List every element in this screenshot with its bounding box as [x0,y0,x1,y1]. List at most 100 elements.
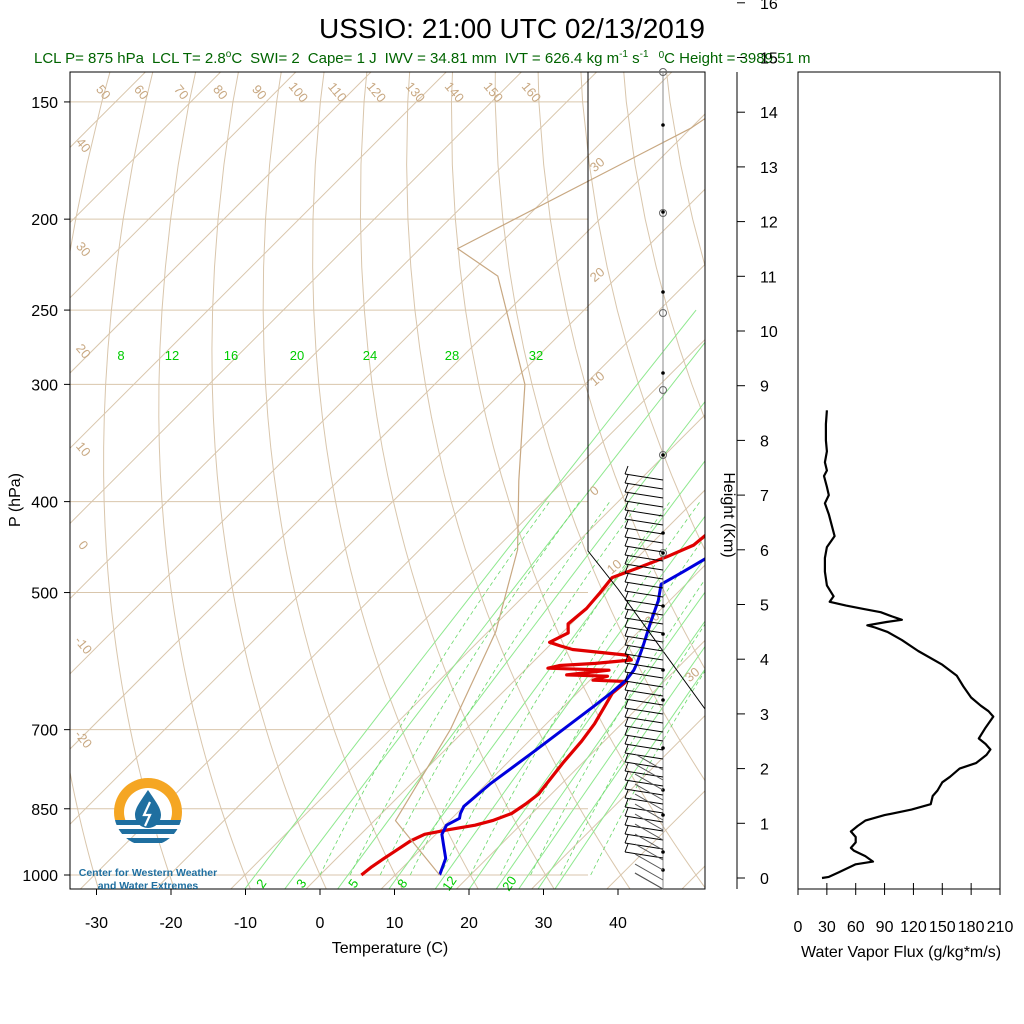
mixing-ratio-line [388,460,705,889]
flux-x-tick-label: 0 [794,919,803,936]
wind-barb [624,680,664,688]
adiabat-label: 130 [403,79,428,105]
ivt-seconds: s [628,50,640,67]
flux-x-tick-label: 120 [900,919,927,936]
isotherm [70,72,147,149]
isotherm [154,338,705,889]
wind-barb [624,581,664,589]
ivt-exponent-2: -1 [640,49,649,60]
isotherm [70,72,222,224]
water-vapor-flux-plot: 0 30 60 90 120 150 180 210 Water Vapor Flux (g/… [794,71,1013,961]
height-tick-label: 4 [760,652,769,669]
mixing-ratio-line [434,515,705,889]
mixing-ratio-label: 12 [165,348,179,363]
wind-calm-circle [659,209,667,217]
isotherm [70,72,673,675]
wind-barb-feather [624,843,629,853]
wind-barb-feather [624,753,629,763]
adiabat-label: 40 [73,135,94,156]
wind-barb [624,851,664,859]
wind-barb-feather [624,627,629,637]
wind-barb [624,473,664,481]
adiabat-label: 140 [442,79,467,105]
y-tick-label: 500 [31,586,58,603]
wind-barb [624,635,664,643]
isotherm [70,72,297,299]
wind-barb [624,824,664,832]
height-tick-label: 7 [760,488,769,505]
wind-barb-feather [624,717,629,727]
adiabat-label: 20 [587,264,608,285]
wind-barb [624,608,664,616]
lightning-icon [142,801,152,827]
x-tick-label: 30 [535,915,553,932]
flux-x-axis-title: Water Vapor Flux (g/kg*m/s) [801,944,1001,961]
wind-calm-circle [659,386,667,394]
adiabat-label: -10 [72,633,96,657]
height-tick-label: 1 [760,816,769,833]
adiabat-label: 120 [364,79,389,105]
mixing-ratio-line [468,557,705,889]
adiabat-label: 90 [249,82,270,103]
lcl-pressure: LCL P= 875 hPa [34,50,145,67]
wind-barb [624,716,664,724]
wind-barb [624,590,664,598]
dewpoint-line [438,557,705,876]
wind-dot [661,813,665,817]
isotherm [79,263,705,889]
adiabat-label: 160 [519,79,544,105]
x-tick-label: -30 [85,915,108,932]
wind-barb [624,743,664,751]
wind-barb-feather [624,474,629,484]
isotherm [70,72,598,600]
dry-adiabat [537,72,705,670]
wind-calm-circle [659,451,667,459]
dry-adiabat [312,72,479,889]
wind-barb-feather [624,834,629,844]
wind-barb [624,698,664,706]
y-tick-label: 200 [31,212,58,229]
wind-barb [634,872,664,890]
wind-barb [624,653,664,661]
height-tick-label: 14 [760,105,778,122]
wind-dot [661,290,665,294]
dry-adiabat [1007,0,1024,895]
dry-adiabat [494,72,705,782]
wind-barb [634,813,664,831]
adiabat-label: 150 [481,79,506,105]
parcel-line [394,117,705,876]
iwv-value: IWV = 34.81 mm [385,50,497,67]
isotherm [530,714,705,889]
height-tick-label: 5 [760,598,769,615]
dry-adiabat [580,72,705,552]
wind-barb [624,833,664,841]
isotherm [0,0,130,895]
wind-barb-feather [624,555,629,565]
mixing-ratio-label: 12 [439,873,460,893]
temperature-line [360,533,705,877]
wind-barb-feather [624,681,629,691]
isotherm [606,790,705,889]
dry-adiabat [623,72,705,421]
x-tick-label: -20 [159,915,182,932]
skewt-y-axis-title: P (hPa) [7,473,24,527]
wind-barb-feather [624,483,629,493]
wind-barb-feather [624,654,629,664]
dry-adiabat [929,0,1024,895]
adiabat-label: 80 [210,82,231,103]
mixing-ratio-line [518,620,705,889]
mixing-ratio-line [554,668,705,889]
chart-title: USSIO: 21:00 UTC 02/13/2019 [319,13,705,44]
height-tick-label: 12 [760,215,778,232]
wind-barb [624,491,664,499]
adiabat-label: -20 [72,727,96,751]
flux-x-tick-label: 30 [818,919,836,936]
wind-dot [661,850,665,854]
height-tick-label: 0 [760,871,769,888]
mixing-ratio-label: 20 [499,873,520,893]
flux-x-tick-label: 150 [929,919,956,936]
height-tick-label: 6 [760,543,769,560]
wind-calm-circle [659,549,667,557]
